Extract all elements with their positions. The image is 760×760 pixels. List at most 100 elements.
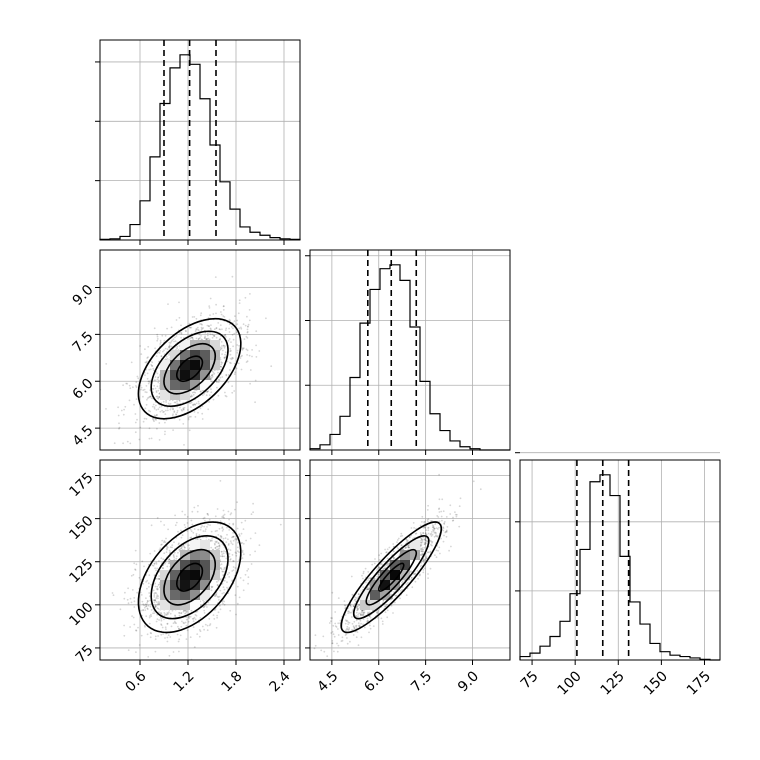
density-cell — [200, 580, 210, 590]
sample-point — [222, 344, 225, 347]
sample-point — [157, 608, 160, 610]
sample-point — [270, 365, 273, 368]
sample-point — [362, 586, 365, 588]
sample-point — [164, 613, 167, 616]
sample-point — [159, 350, 162, 352]
sample-point — [381, 620, 384, 623]
sample-point — [157, 595, 160, 598]
sample-point — [158, 575, 161, 577]
sample-point — [410, 577, 413, 579]
sample-point — [206, 390, 209, 393]
sample-point — [163, 524, 166, 526]
sample-point — [435, 532, 437, 535]
sample-point — [152, 419, 155, 421]
sample-point — [427, 532, 430, 535]
sample-point — [232, 523, 235, 526]
sample-point — [146, 607, 149, 610]
sample-point — [146, 357, 149, 359]
sample-point — [172, 408, 175, 410]
sample-point — [176, 409, 179, 412]
sample-point — [385, 603, 388, 606]
sample-point — [210, 324, 212, 326]
sample-point — [164, 637, 166, 639]
sample-point — [404, 547, 407, 549]
sample-point — [240, 521, 243, 524]
density-cell — [370, 600, 380, 610]
sample-point — [351, 609, 354, 612]
sample-point — [189, 528, 192, 531]
sample-point — [154, 599, 156, 602]
sample-point — [435, 527, 438, 529]
sample-point — [180, 625, 183, 628]
sample-point — [203, 609, 206, 612]
sample-point — [429, 533, 432, 536]
sample-point — [353, 626, 355, 629]
density-cell — [190, 570, 200, 580]
sample-point — [165, 401, 168, 403]
sample-point — [177, 625, 179, 628]
sample-point — [176, 345, 179, 348]
sample-point — [346, 619, 349, 622]
sample-point — [242, 348, 244, 350]
sample-point — [367, 611, 369, 614]
sample-point — [202, 327, 205, 329]
density-cell — [190, 560, 200, 570]
sample-point — [198, 533, 201, 536]
sample-point — [175, 521, 178, 524]
sample-point — [163, 339, 166, 342]
sample-point — [158, 578, 161, 580]
sample-point — [212, 614, 215, 616]
sample-point — [162, 558, 165, 561]
sample-point — [166, 348, 169, 351]
sample-point — [160, 405, 163, 408]
sample-point — [184, 621, 187, 624]
sample-point — [183, 546, 186, 549]
sample-point — [185, 611, 188, 614]
sample-point — [214, 543, 216, 546]
sample-point — [427, 529, 430, 532]
sample-point — [174, 340, 177, 343]
sample-point — [118, 426, 121, 429]
sample-point — [323, 650, 326, 653]
sample-point — [178, 612, 181, 614]
sample-point — [238, 535, 241, 537]
sample-point — [188, 415, 191, 418]
sample-point — [188, 326, 191, 329]
sample-point — [221, 345, 223, 347]
sample-point — [252, 511, 255, 514]
sample-point — [479, 488, 482, 491]
sample-point — [221, 328, 223, 331]
sample-point — [191, 510, 194, 513]
sample-point — [195, 329, 198, 331]
sample-point — [144, 625, 146, 628]
sample-point — [220, 537, 222, 539]
sample-point — [348, 611, 351, 614]
sample-point — [142, 603, 145, 606]
sample-point — [222, 309, 225, 311]
sample-point — [413, 527, 415, 529]
density-cell — [200, 370, 210, 380]
sample-point — [223, 603, 226, 606]
histogram-step-line — [519, 474, 720, 661]
sample-point — [393, 556, 395, 559]
sample-point — [235, 538, 238, 541]
sample-point — [148, 368, 151, 371]
sample-point — [178, 542, 180, 545]
sample-point — [134, 568, 137, 571]
sample-point — [126, 382, 129, 385]
sample-point — [150, 632, 153, 635]
sample-point — [155, 391, 158, 394]
sample-point — [387, 563, 390, 566]
sample-point — [219, 368, 222, 371]
sample-point — [362, 612, 365, 615]
sample-point — [219, 555, 222, 558]
sample-point — [162, 350, 164, 353]
sample-point — [180, 529, 182, 532]
sample-point — [212, 334, 215, 337]
sample-point — [361, 614, 364, 616]
scatter-panel-0-1 — [95, 249, 301, 455]
sample-point — [210, 328, 212, 331]
sample-point — [141, 560, 144, 563]
sample-point — [192, 617, 195, 620]
sample-point — [394, 601, 396, 604]
